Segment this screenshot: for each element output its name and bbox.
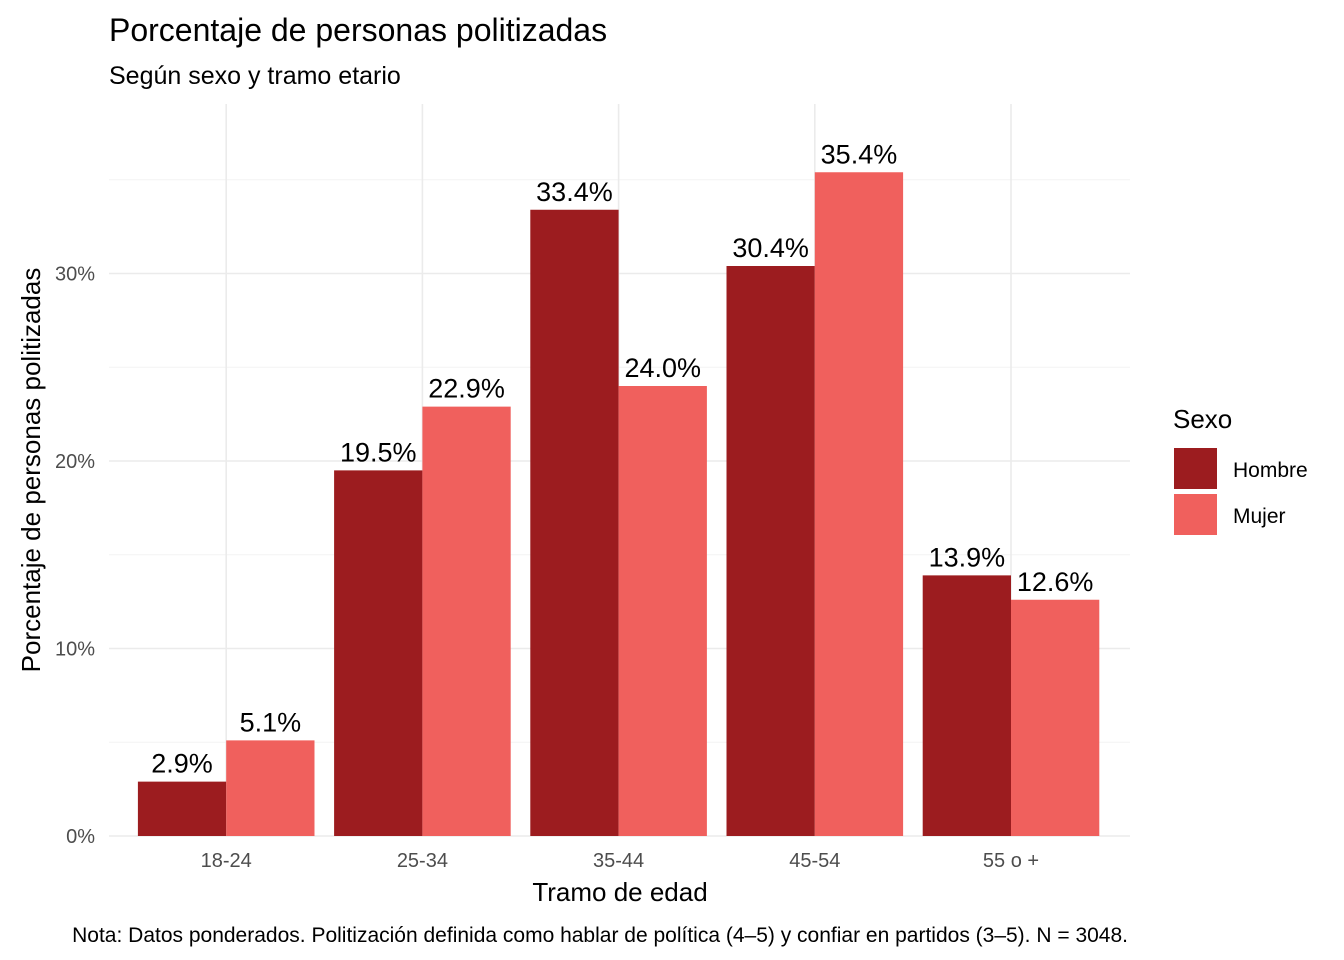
x-tick-label: 55 o + [983, 850, 1039, 872]
chart-subtitle: Según sexo y tramo etario [109, 62, 401, 90]
data-label-hombre-25-34: 19.5% [340, 437, 417, 467]
data-labels: 2.9% 19.5% 33.4% 30.4% 13.9% 5.1% 22.9% 24.0% 35… [151, 139, 1093, 778]
bar-mujer-18-24 [226, 740, 315, 836]
x-tick-label: 35-44 [593, 850, 644, 872]
chart-title: Porcentaje de personas politizadas [109, 12, 607, 48]
data-label-mujer-55 o +: 12.6% [1017, 567, 1094, 597]
data-label-mujer-25-34: 22.9% [428, 374, 505, 404]
x-axis-title: Tramo de edad [532, 877, 707, 907]
bar-hombre-55 o + [922, 575, 1011, 836]
y-axis-title: Porcentaje de personas politizadas [16, 268, 46, 673]
bar-mujer-35-44 [618, 386, 707, 836]
data-label-mujer-18-24: 5.1% [240, 707, 302, 737]
bars [137, 172, 1100, 836]
y-axis-ticks: 0% 10% 20% 30% [55, 264, 95, 849]
data-label-mujer-45-54: 35.4% [821, 139, 898, 169]
legend-swatch-hombre [1174, 448, 1217, 489]
data-label-mujer-35-44: 24.0% [624, 353, 701, 383]
bar-hombre-25-34 [334, 470, 423, 836]
bar-hombre-35-44 [530, 209, 619, 836]
bar-hombre-18-24 [137, 781, 227, 836]
x-tick-label: 45-54 [789, 850, 840, 872]
x-tick-label: 18-24 [201, 850, 252, 872]
data-label-hombre-45-54: 30.4% [732, 233, 809, 263]
chart-caption: Nota: Datos ponderados. Politización def… [72, 924, 1128, 947]
legend-label-mujer: Mujer [1233, 505, 1286, 528]
data-label-hombre-18-24: 2.9% [151, 749, 213, 779]
bar-mujer-55 o + [1011, 599, 1100, 836]
legend: Sexo Hombre Mujer [1173, 404, 1308, 535]
bar-mujer-45-54 [814, 172, 904, 836]
data-label-hombre-35-44: 33.4% [536, 177, 613, 207]
x-tick-label: 25-34 [397, 850, 448, 872]
y-tick-label: 20% [55, 451, 95, 473]
bar-mujer-25-34 [422, 406, 511, 836]
y-tick-label: 10% [55, 639, 95, 661]
legend-label-hombre: Hombre [1233, 459, 1308, 482]
bar-hombre-45-54 [726, 266, 815, 836]
x-axis-ticks: 18-24 25-34 35-44 45-54 55 o + [201, 850, 1039, 872]
data-label-hombre-55 o +: 13.9% [929, 542, 1006, 572]
y-tick-label: 0% [66, 826, 95, 848]
y-tick-label: 30% [55, 264, 95, 286]
legend-title: Sexo [1173, 404, 1232, 434]
legend-swatch-mujer [1174, 494, 1217, 535]
